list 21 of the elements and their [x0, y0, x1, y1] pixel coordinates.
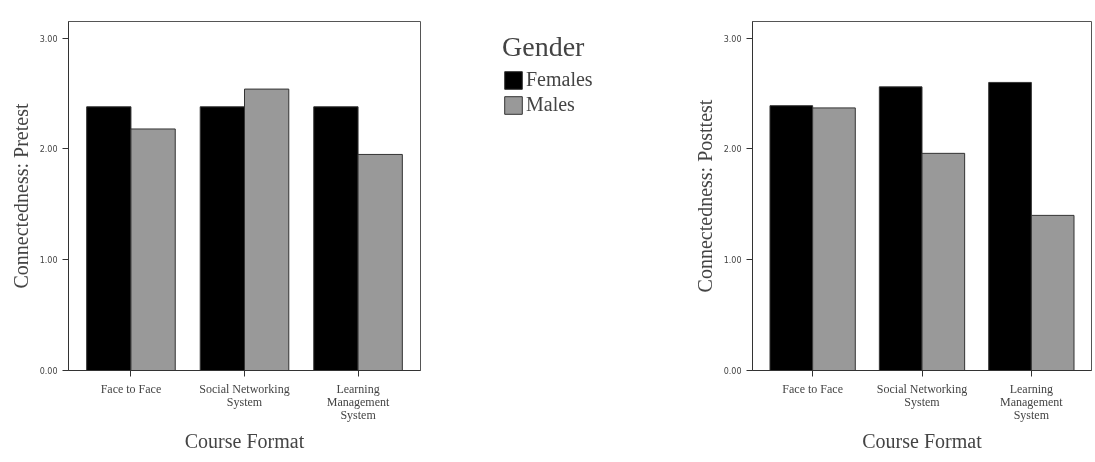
y-tick-label: 2.00 — [723, 145, 742, 155]
x-tick-label: Social Networking System — [876, 381, 968, 409]
x-tick-label: Face to Face — [100, 381, 162, 396]
x-tick-label: Learning Management System — [1000, 381, 1064, 423]
x-axis-title: Course Format — [184, 430, 305, 453]
legend-label: Females — [526, 68, 593, 91]
y-axis-title: Connectedness: Posttest — [693, 99, 716, 293]
x-tick-label: Social Networking System — [199, 381, 290, 409]
legend-label: Males — [526, 93, 575, 116]
y-tick-label: 3.00 — [39, 34, 58, 44]
y-axis-title: Connectedness: Pretest — [9, 103, 32, 289]
x-axis-title: Course Format — [862, 430, 983, 453]
x-tick-label: Learning Management System — [326, 381, 391, 423]
y-tick-label: 3.00 — [723, 34, 742, 44]
legend-title: Gender — [502, 31, 586, 63]
y-tick-label: 1.00 — [723, 256, 742, 266]
y-tick-label: 2.00 — [39, 145, 58, 155]
y-tick-label: 0.00 — [723, 367, 742, 376]
y-tick-label: 0.00 — [39, 367, 58, 376]
x-tick-label: Face to Face — [782, 381, 843, 396]
y-tick-label: 1.00 — [39, 256, 58, 266]
